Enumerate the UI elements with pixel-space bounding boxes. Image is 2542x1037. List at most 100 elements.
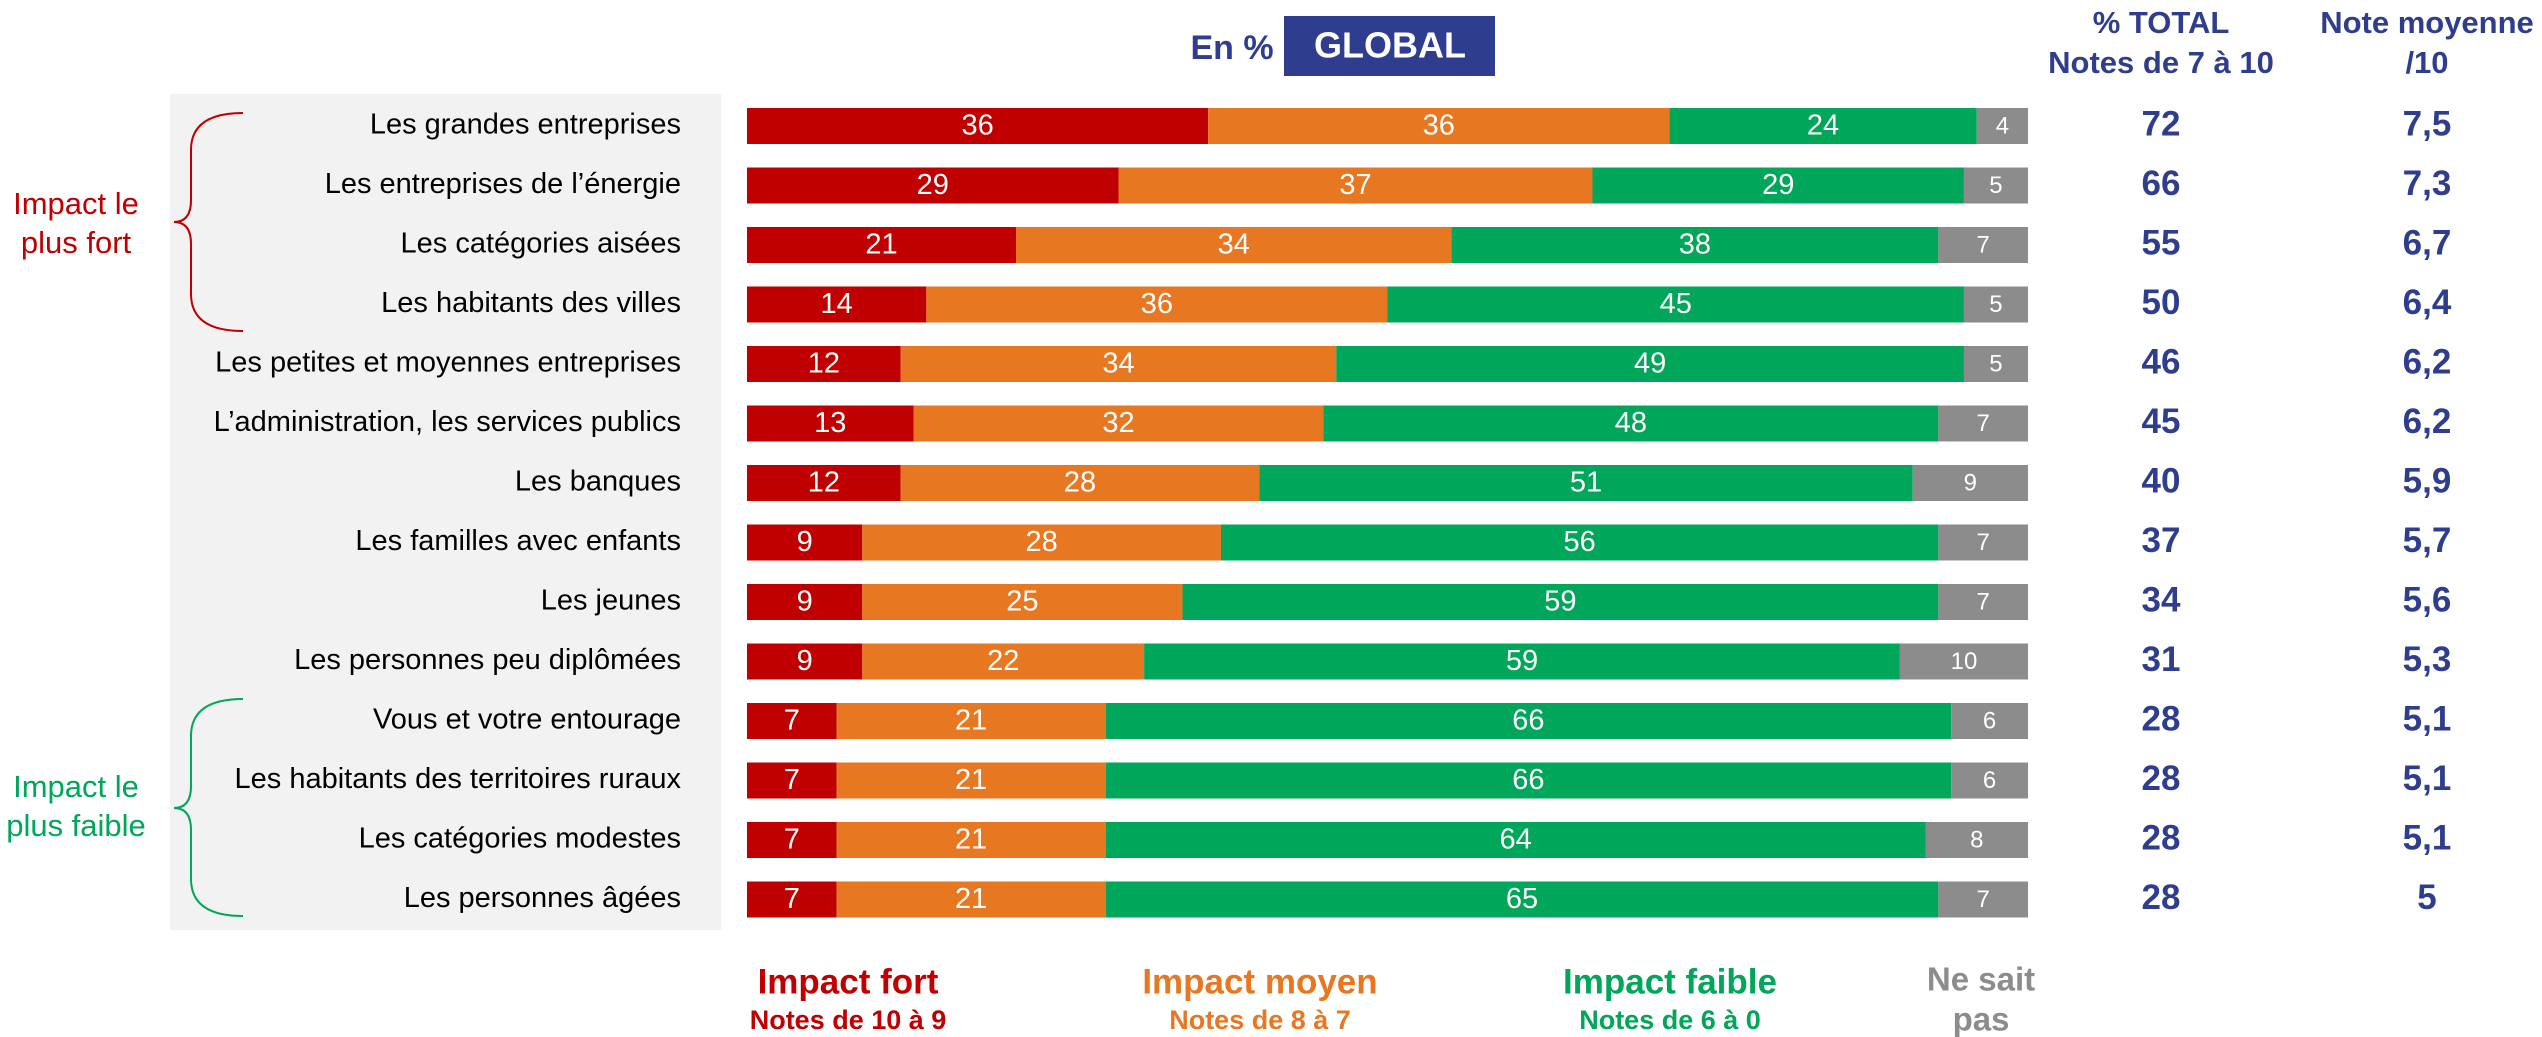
note-value: 5 — [2417, 878, 2436, 917]
data-label: 66 — [1512, 705, 1544, 737]
bar-segment — [747, 822, 837, 858]
data-label: 59 — [1506, 645, 1538, 677]
total-value: 50 — [2142, 283, 2181, 322]
bar-segment — [1951, 703, 2028, 739]
data-label: 12 — [808, 467, 840, 499]
bar-segment — [926, 286, 1388, 323]
data-label: 9 — [797, 645, 813, 677]
category-label: Les catégories aisées — [401, 228, 682, 260]
bar-segment — [1182, 584, 1939, 620]
data-label: 5 — [1989, 291, 2002, 318]
data-label: 9 — [797, 526, 813, 558]
total-value: 28 — [2142, 818, 2181, 857]
note-value: 6,4 — [2403, 283, 2452, 322]
bar-segment — [1259, 465, 1913, 501]
bar-segment — [1912, 465, 2028, 501]
bar-segment — [1938, 405, 2028, 442]
bar-segment — [1336, 346, 1964, 382]
bar-segment — [747, 584, 863, 620]
total-value: 46 — [2142, 342, 2181, 381]
bar-segment — [1016, 227, 1452, 263]
data-label: 49 — [1634, 348, 1666, 380]
data-label: 65 — [1506, 883, 1538, 915]
legend-label: Ne sait — [1927, 961, 2035, 998]
data-label: 24 — [1807, 110, 1839, 142]
data-label: 7 — [1976, 410, 1989, 437]
data-label: 64 — [1499, 824, 1531, 856]
data-label: 48 — [1615, 407, 1647, 439]
category-label: L’administration, les services publics — [214, 406, 681, 438]
note-value: 6,2 — [2403, 342, 2452, 381]
data-label: 36 — [1423, 110, 1455, 142]
data-label: 32 — [1102, 407, 1134, 439]
label-panel — [170, 94, 721, 930]
bar-segment — [836, 762, 1106, 799]
total-value: 28 — [2142, 878, 2181, 917]
annotation: Impact le — [13, 186, 139, 221]
category-label: Les catégories modestes — [359, 823, 681, 855]
legend-note: Notes de 8 à 7 — [1169, 1005, 1351, 1035]
bar-segment — [747, 346, 901, 382]
category-label: Les grandes entreprises — [370, 109, 681, 141]
bar-segment — [1144, 643, 1900, 680]
data-label: 21 — [955, 764, 987, 796]
bar-segment — [1220, 524, 1939, 561]
column-header: /10 — [2405, 45, 2448, 80]
data-label: 4 — [1996, 112, 2009, 139]
data-label: 21 — [955, 824, 987, 856]
total-value: 28 — [2142, 759, 2181, 798]
bracket — [173, 112, 244, 332]
category-label: Les familles avec enfants — [355, 525, 681, 557]
bar-segment — [836, 822, 1106, 858]
data-label: 34 — [1102, 348, 1134, 380]
category-label: Les habitants des territoires ruraux — [235, 763, 682, 795]
bar-segment — [747, 465, 901, 501]
bar-segment — [900, 346, 1337, 382]
note-value: 5,6 — [2403, 580, 2452, 619]
bar-segment — [862, 584, 1183, 620]
bar-segment — [913, 405, 1324, 442]
annotation: Impact le — [13, 769, 139, 804]
bracket — [173, 698, 244, 917]
bar-segment — [1105, 822, 1926, 858]
note-value: 7,3 — [2403, 164, 2452, 203]
bar-segment — [1592, 167, 1964, 204]
total-value: 28 — [2142, 699, 2181, 738]
category-label: Les entreprises de l’énergie — [325, 168, 681, 200]
bar-segment — [1208, 108, 1670, 144]
bar-segment — [836, 703, 1106, 739]
bar-segment — [1976, 108, 2028, 144]
bar-segment — [1963, 167, 2028, 204]
bar-segment — [747, 167, 1119, 204]
bar-segment — [1938, 227, 2028, 263]
total-value: 72 — [2142, 104, 2181, 143]
data-label: 12 — [808, 348, 840, 380]
total-value: 45 — [2142, 402, 2181, 441]
bar-segment — [747, 762, 837, 799]
bar-segment — [1899, 643, 2028, 680]
bar-segment — [1387, 286, 1964, 323]
bar-segment — [747, 524, 863, 561]
data-label: 21 — [865, 229, 897, 261]
data-label: 9 — [1964, 469, 1977, 496]
category-label: Les personnes peu diplômées — [294, 644, 681, 676]
total-value: 40 — [2142, 461, 2181, 500]
legend-note: Notes de 10 à 9 — [750, 1005, 947, 1035]
data-label: 45 — [1660, 288, 1692, 320]
bar-segment — [836, 881, 1106, 918]
bar-segment — [747, 405, 914, 442]
note-value: 7,5 — [2403, 104, 2452, 143]
column-header: Notes de 7 à 10 — [2048, 45, 2274, 80]
total-value: 37 — [2142, 521, 2181, 560]
bar-segment — [1938, 524, 2028, 561]
bar-segment — [1118, 167, 1593, 204]
bar-segment — [1451, 227, 1939, 263]
legend-label: Impact moyen — [1142, 962, 1377, 1001]
data-label: 7 — [784, 764, 800, 796]
data-label: 36 — [961, 110, 993, 142]
column-header: % TOTAL — [2093, 5, 2230, 40]
note-value: 5,9 — [2403, 461, 2452, 500]
data-label: 7 — [1976, 886, 1989, 913]
legend-note: Notes de 6 à 0 — [1579, 1005, 1761, 1035]
